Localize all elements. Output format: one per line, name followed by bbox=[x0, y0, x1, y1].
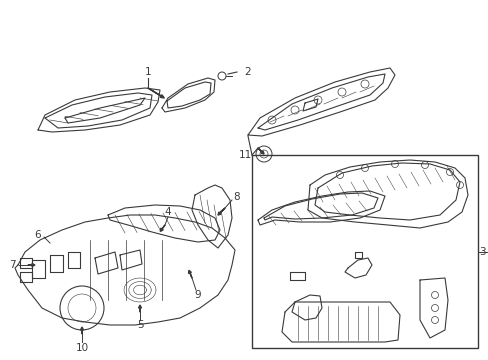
FancyArrow shape bbox=[81, 327, 83, 334]
Polygon shape bbox=[247, 68, 394, 136]
FancyArrow shape bbox=[148, 88, 164, 98]
FancyArrow shape bbox=[28, 264, 35, 266]
Text: 6: 6 bbox=[35, 230, 41, 240]
Polygon shape bbox=[32, 260, 45, 278]
Text: 2: 2 bbox=[244, 67, 251, 77]
Text: 7: 7 bbox=[9, 260, 15, 270]
Polygon shape bbox=[108, 205, 220, 242]
Text: 5: 5 bbox=[137, 320, 143, 330]
Polygon shape bbox=[50, 255, 63, 272]
FancyArrow shape bbox=[188, 270, 192, 278]
Polygon shape bbox=[162, 78, 215, 112]
Polygon shape bbox=[258, 191, 384, 225]
Text: 9: 9 bbox=[194, 290, 201, 300]
Polygon shape bbox=[15, 215, 235, 325]
Polygon shape bbox=[291, 295, 321, 320]
Text: 1: 1 bbox=[144, 67, 151, 77]
Polygon shape bbox=[192, 185, 231, 248]
Polygon shape bbox=[307, 160, 467, 228]
Polygon shape bbox=[68, 252, 80, 268]
Polygon shape bbox=[419, 278, 447, 338]
Polygon shape bbox=[345, 258, 371, 278]
Polygon shape bbox=[20, 258, 32, 268]
Text: 10: 10 bbox=[75, 343, 88, 353]
Text: 3: 3 bbox=[478, 247, 484, 257]
Text: 8: 8 bbox=[233, 192, 240, 202]
Text: 11: 11 bbox=[238, 150, 251, 160]
Polygon shape bbox=[38, 88, 160, 132]
FancyArrow shape bbox=[160, 225, 165, 231]
FancyArrow shape bbox=[218, 208, 224, 215]
Polygon shape bbox=[289, 272, 305, 280]
Polygon shape bbox=[282, 302, 399, 342]
FancyArrow shape bbox=[258, 148, 264, 154]
FancyArrow shape bbox=[138, 305, 141, 312]
Polygon shape bbox=[20, 272, 32, 282]
Bar bbox=[251, 155, 477, 348]
Text: 4: 4 bbox=[164, 207, 171, 217]
